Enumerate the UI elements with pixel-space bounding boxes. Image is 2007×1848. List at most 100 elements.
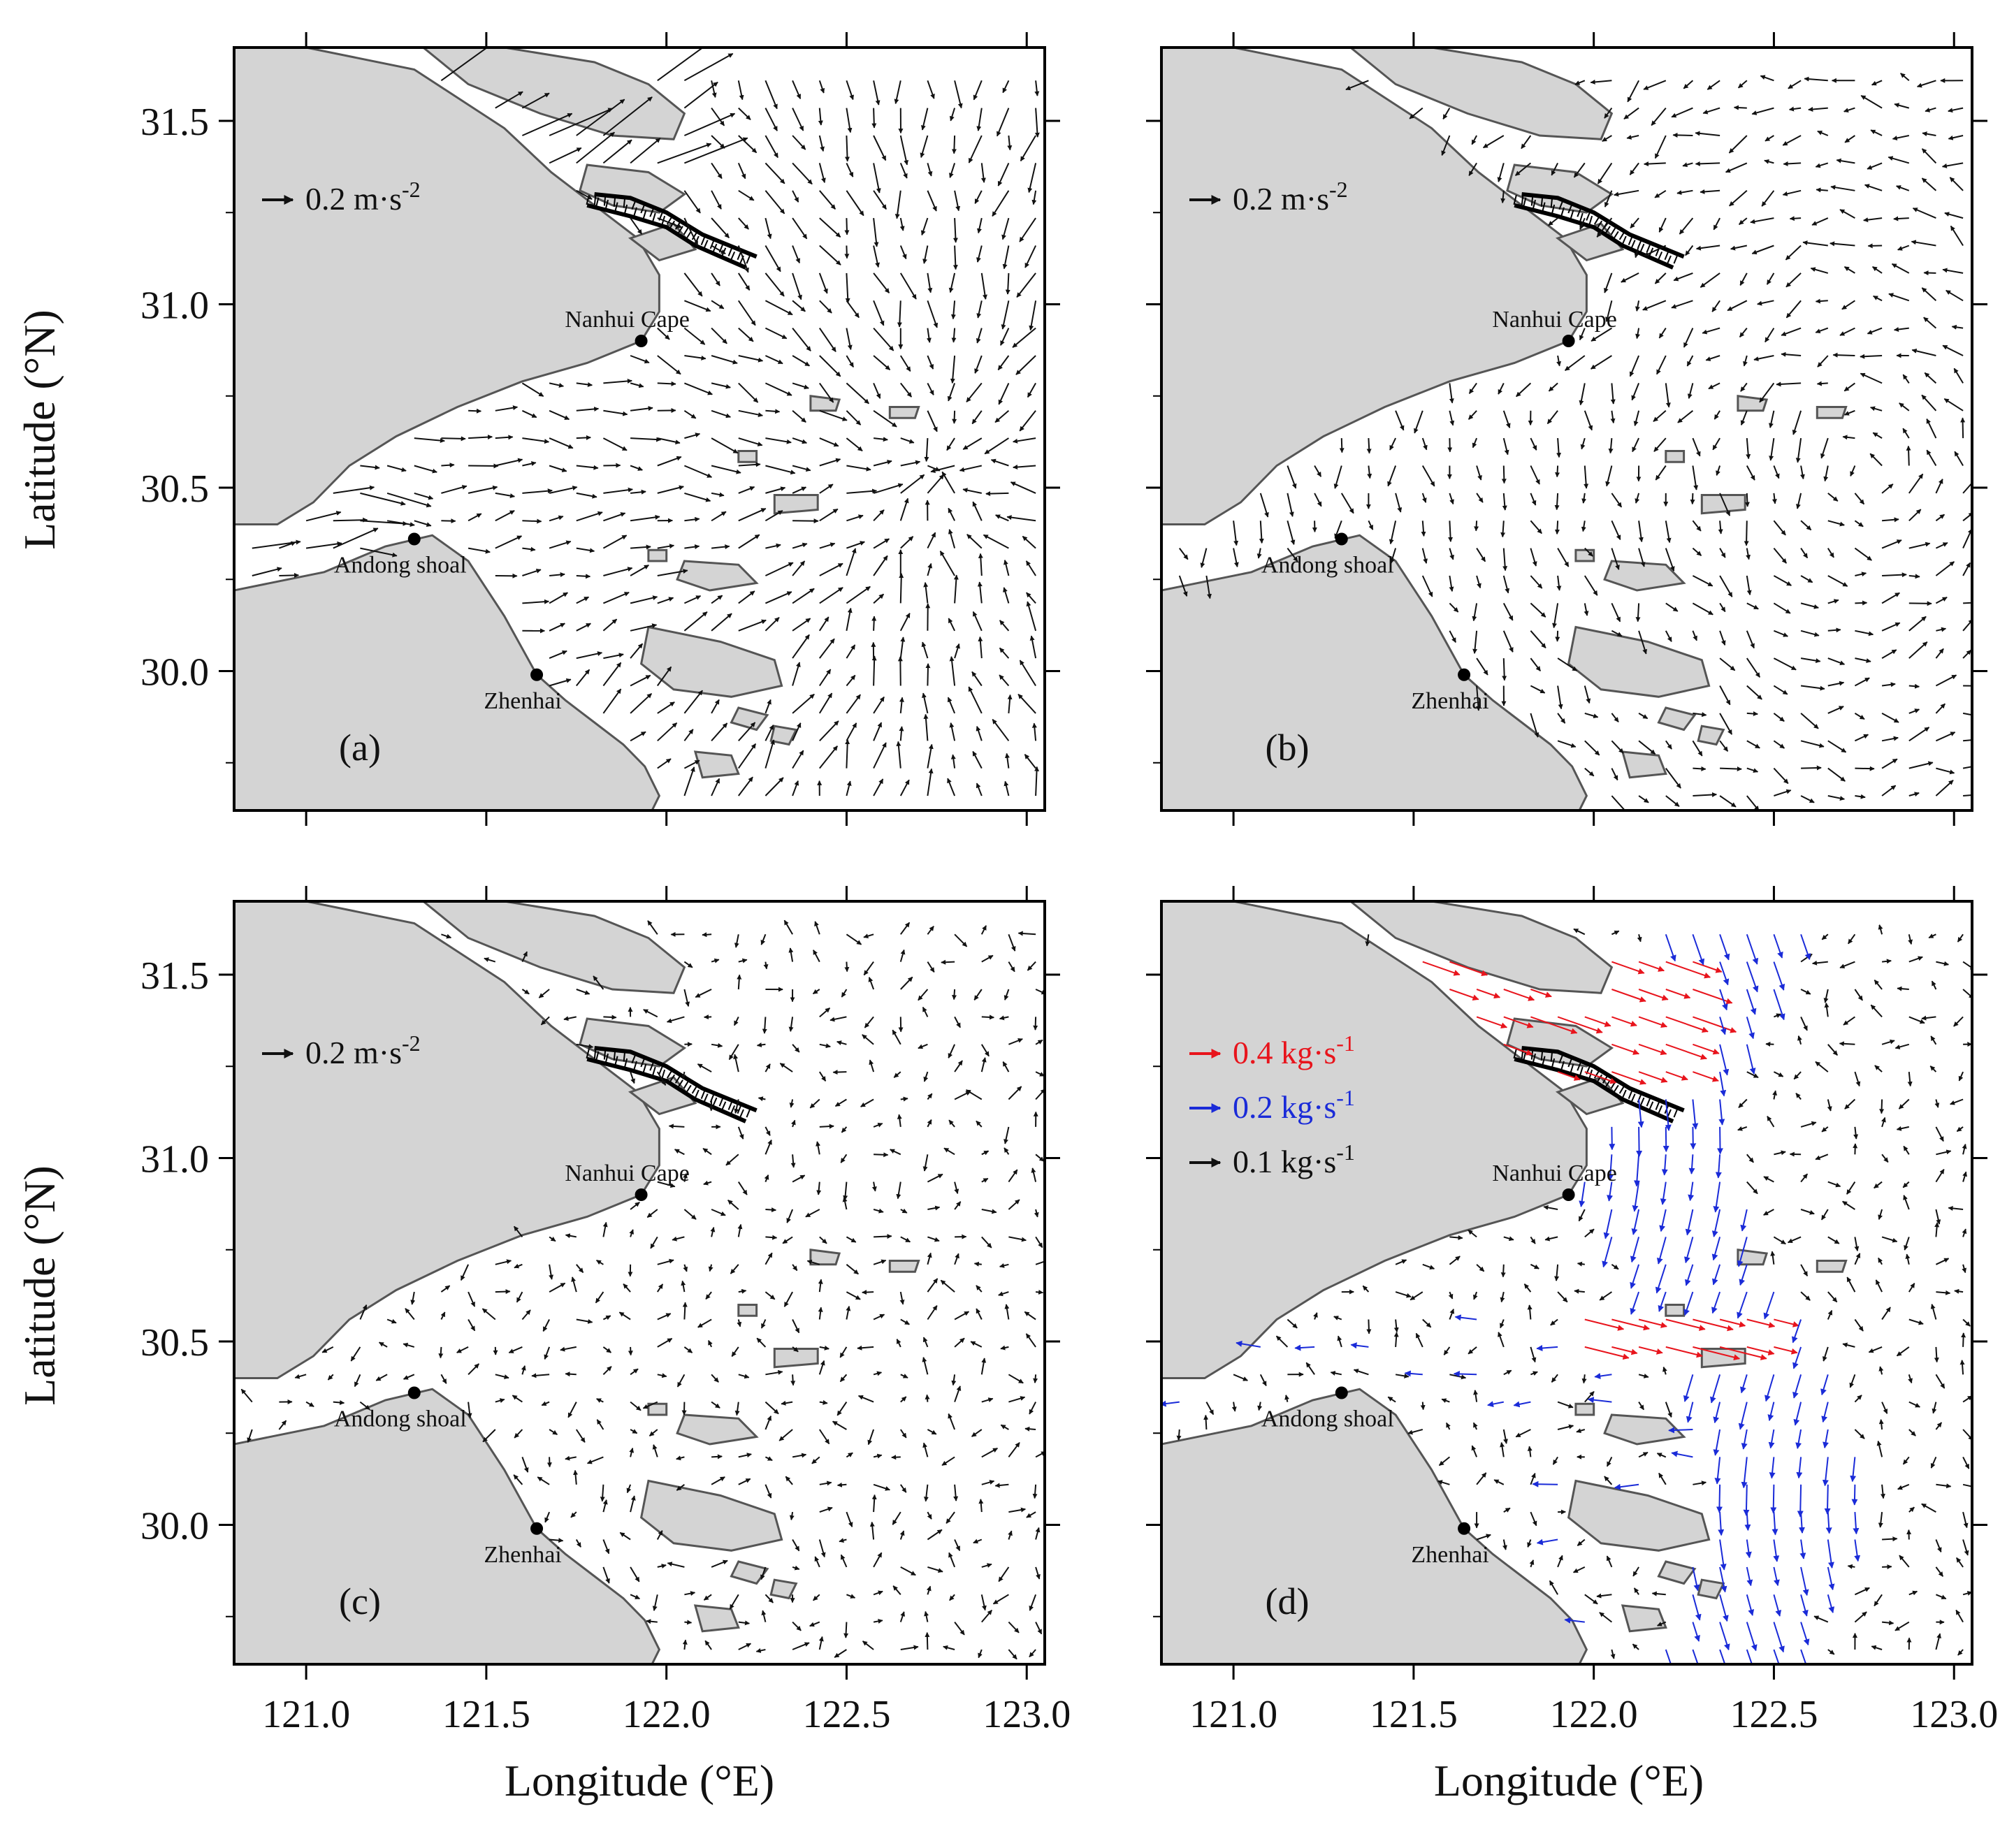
vector-arrow xyxy=(1596,217,1613,238)
vector-arrow xyxy=(630,595,658,604)
vector-arrow xyxy=(900,437,915,444)
vector-arrow xyxy=(873,272,890,293)
vector-arrow xyxy=(896,741,901,769)
vector-arrow xyxy=(1611,493,1623,508)
vector-arrow xyxy=(765,591,792,604)
andong-shoal-label: Andong shoal xyxy=(334,1406,467,1432)
vector-arrow xyxy=(973,80,983,101)
vector-arrow xyxy=(1604,190,1613,208)
vector-arrow xyxy=(920,108,929,131)
vector-arrow xyxy=(873,483,904,494)
vector-arrow xyxy=(1638,795,1649,803)
vector-arrow xyxy=(711,382,731,389)
vector-arrow xyxy=(576,465,599,470)
vector-arrow xyxy=(1205,575,1212,599)
vector-arrow xyxy=(602,662,622,687)
vector-arrow xyxy=(1012,327,1036,348)
vector-arrow xyxy=(792,327,811,351)
vector-arrow xyxy=(1314,493,1322,507)
mainland-south xyxy=(1161,48,1588,810)
vector-arrow xyxy=(900,536,914,549)
vector-arrow xyxy=(1546,410,1558,425)
vector-arrow xyxy=(683,272,703,297)
vector-arrow xyxy=(1597,162,1613,184)
nanhui-cape-label: Nanhui Cape xyxy=(565,1161,689,1186)
shengsi-island-2 xyxy=(888,406,920,419)
vector-arrow xyxy=(792,437,807,444)
vector-arrow xyxy=(711,217,730,238)
vector-arrow xyxy=(874,1152,889,1158)
vector-arrow xyxy=(657,456,682,467)
vector-arrow xyxy=(765,80,778,110)
south-jetty-groynes xyxy=(1513,195,1675,267)
vector-arrow xyxy=(711,492,725,497)
vector-arrow xyxy=(1029,635,1037,659)
daishan-island xyxy=(1603,560,1686,592)
vector-arrow xyxy=(971,410,983,425)
vector-arrow xyxy=(603,512,626,522)
vector-arrow xyxy=(1001,300,1010,330)
vector-arrow xyxy=(927,410,938,432)
x-tick-label: 121.5 xyxy=(1370,1693,1458,1736)
panel-letter: (c) xyxy=(339,1580,381,1622)
vector-arrow xyxy=(549,515,564,522)
vector-arrow xyxy=(1334,520,1342,539)
vector-arrow xyxy=(711,108,725,126)
vector-arrow xyxy=(1557,685,1563,710)
vector-arrow xyxy=(1604,108,1613,119)
nanhui-cape-marker xyxy=(635,1188,648,1201)
vector-arrow xyxy=(951,328,957,343)
vector-arrow xyxy=(549,486,578,494)
vector-arrow xyxy=(737,162,746,180)
vector-arrow xyxy=(1200,548,1208,568)
zhenhai-label: Zhenhai xyxy=(484,1542,561,1568)
vector-arrow xyxy=(630,692,653,714)
vector-arrow xyxy=(1449,548,1454,560)
vector-arrow xyxy=(630,514,660,522)
vector-arrow xyxy=(897,656,903,686)
vector-arrow xyxy=(1013,465,1036,470)
vector-arrow xyxy=(1019,217,1036,242)
vector-arrow xyxy=(1662,1126,1669,1152)
vector-arrow xyxy=(521,112,573,136)
vector-arrow xyxy=(1867,243,1883,249)
vector-arrow xyxy=(602,437,628,451)
vector-arrow xyxy=(684,355,707,361)
vector-arrow xyxy=(1034,766,1040,796)
vector-arrow xyxy=(819,1123,834,1129)
vector-arrow xyxy=(1557,740,1577,748)
vector-arrow xyxy=(873,190,887,210)
vector-arrow xyxy=(819,720,839,741)
qushan-island xyxy=(773,1348,819,1369)
vector-field xyxy=(252,48,1040,796)
zhenhai-marker xyxy=(530,668,544,681)
x-tick-label: 122.5 xyxy=(802,1693,890,1736)
vector-arrow xyxy=(846,382,869,405)
vector-arrow xyxy=(974,355,983,374)
vector-arrow xyxy=(765,486,786,494)
vector-arrow xyxy=(522,546,536,552)
vector-arrow xyxy=(630,355,650,364)
vector-arrow xyxy=(603,463,621,468)
vector-arrow xyxy=(984,437,1009,455)
vector-arrow xyxy=(305,511,342,522)
south-jetty xyxy=(1514,203,1674,270)
vector-arrow xyxy=(953,574,959,604)
small-island-3 xyxy=(730,706,769,732)
vector-arrow xyxy=(1027,163,1037,194)
mainland-south xyxy=(234,48,661,810)
vector-arrow xyxy=(495,492,515,498)
vector-arrow xyxy=(1581,493,1587,504)
liuheng-island xyxy=(1621,750,1667,779)
vector-arrow xyxy=(873,300,885,326)
vector-arrow xyxy=(711,327,727,344)
vector-arrow xyxy=(1816,381,1828,386)
vector-arrow xyxy=(765,1207,776,1213)
vector-arrow xyxy=(1581,521,1586,532)
vector-arrow xyxy=(1007,135,1013,151)
vector-arrow xyxy=(972,501,983,521)
vector-arrow xyxy=(949,108,956,122)
vector-arrow xyxy=(711,465,741,474)
vector-arrow xyxy=(819,190,836,210)
vector-arrow xyxy=(1259,493,1269,518)
